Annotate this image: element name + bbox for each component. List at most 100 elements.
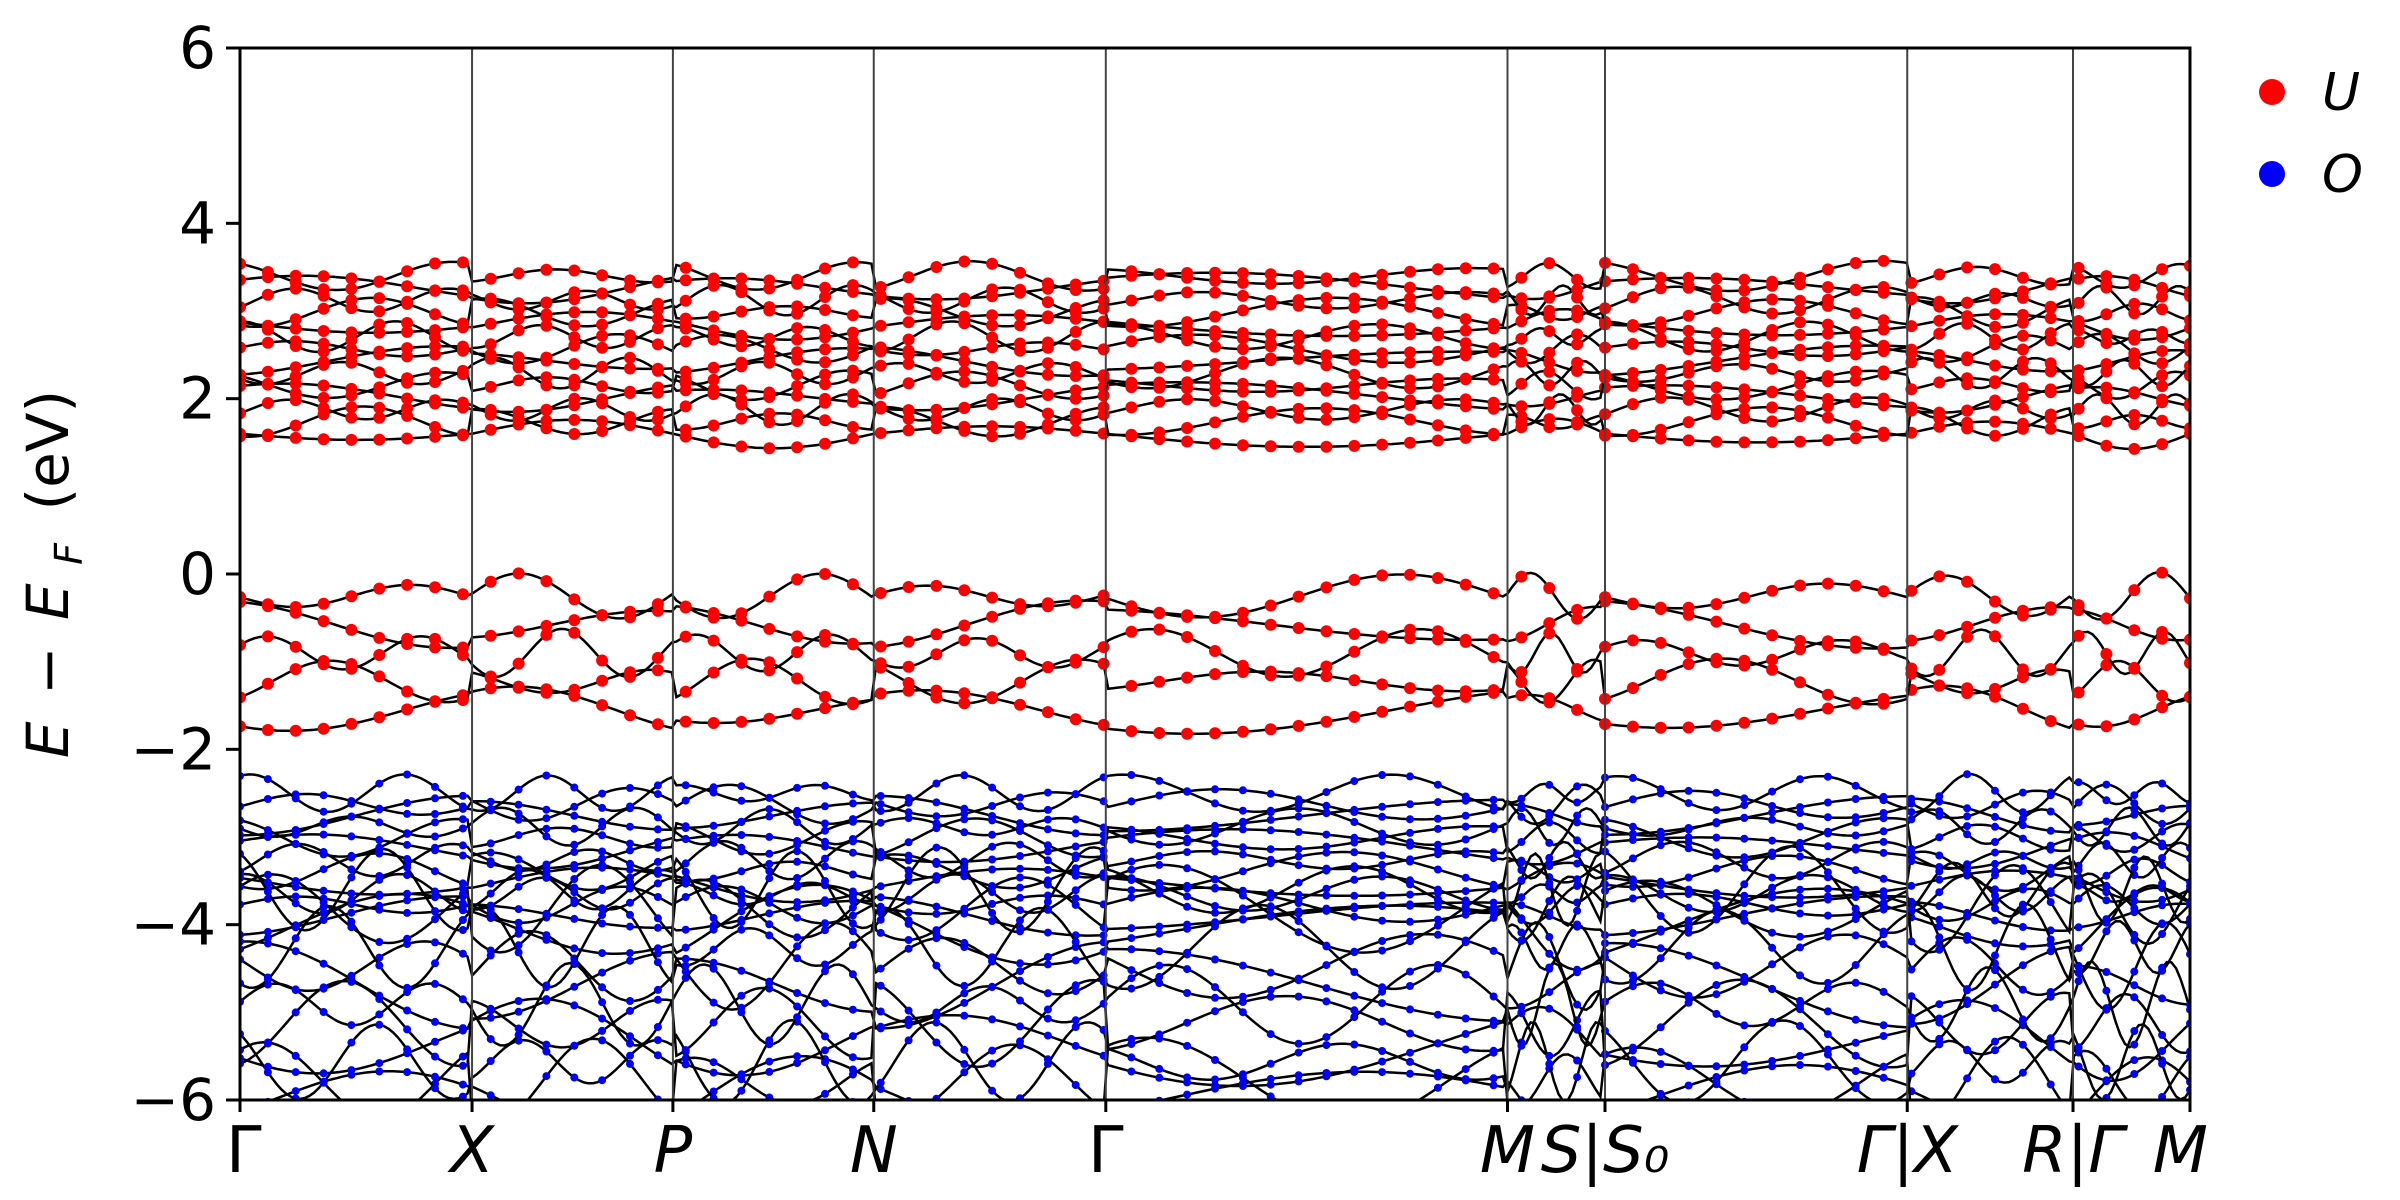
band-point [1628,822,1637,831]
band-point [848,1005,857,1014]
band-point [1768,960,1777,969]
band-point [653,813,662,822]
band-point [819,331,831,344]
band-point [874,290,887,303]
band-point [2044,278,2057,291]
band-point [514,941,523,950]
band-point [263,850,272,859]
band-point [1404,346,1416,359]
band-point [821,862,829,871]
band-point [1431,380,1444,393]
band-point [1740,909,1749,918]
band-point [1044,1126,1052,1134]
band-point [1236,615,1249,628]
band-point [1545,812,1554,821]
band-point [1794,294,1806,307]
band-point [1991,1004,1999,1013]
band-point [1406,1029,1414,1038]
band-point [1712,889,1721,898]
band-point [1794,389,1806,402]
band-point [1877,426,1890,439]
band-point [1266,789,1275,798]
band-point [456,344,469,357]
band-point [403,863,412,872]
band-point [289,387,302,400]
band-point [1991,800,1999,809]
band-point [542,771,551,780]
band-point [568,264,581,277]
band-point [1796,899,1804,908]
band-point [1935,1040,1944,1049]
band-point [960,989,969,998]
band-point [1935,1034,1944,1043]
band-point [986,374,999,387]
band-point [1461,1075,1470,1084]
band-point [512,297,525,310]
band-point [1071,842,1080,851]
band-point [819,281,831,294]
band-point [1821,375,1834,388]
band-point [791,307,804,320]
band-point [1879,927,1888,936]
band-point [902,635,915,648]
band-point [1849,419,1862,432]
band-point [1682,390,1695,403]
band-point [1907,799,1916,808]
band-point [1794,349,1806,362]
band-point [793,840,802,849]
band-point [1543,325,1556,338]
band-point [2128,409,2141,421]
band-point [1431,307,1444,319]
band-point [1545,838,1554,847]
band-point [1654,384,1667,397]
band-point [1376,630,1389,643]
band-point [1933,679,1946,692]
band-point [403,1006,412,1015]
band-point [458,815,467,824]
band-point [1710,272,1723,285]
band-point [1712,915,1721,923]
band-point [1656,1060,1665,1068]
band-point [540,296,553,309]
band-point [848,1032,857,1041]
band-point [514,905,523,914]
band-point [1991,916,1999,925]
band-point [570,982,579,991]
band-point [1933,355,1946,368]
band-point [1877,314,1890,327]
band-point [1489,1046,1498,1055]
band-point [1292,352,1305,365]
band-point [1294,928,1303,937]
band-point [345,282,358,295]
band-point [289,322,302,335]
band-point [1963,866,1972,874]
band-point [2130,810,2139,819]
band-point [1155,922,1164,931]
band-point [1378,1047,1387,1055]
band-point [263,927,272,936]
band-point [958,312,971,325]
band-point [263,975,272,984]
band-point [596,360,609,373]
band-point [1097,657,1110,670]
band-point [2074,894,2083,903]
band-point [1489,992,1498,1001]
band-point [679,274,692,287]
band-point [1823,772,1832,781]
band-point [1127,771,1136,779]
band-point [291,794,300,803]
band-point [681,943,690,952]
band-point [1041,418,1054,431]
band-point [403,840,412,849]
band-point [1350,991,1359,1000]
band-point [1071,854,1080,863]
band-point [1796,803,1804,812]
band-point [653,857,662,866]
band-point [1684,928,1693,937]
band-point [958,255,971,268]
band-point [1016,864,1024,873]
band-point [1684,844,1693,853]
band-point [596,415,609,428]
band-point [401,685,414,698]
band-point [1515,415,1528,428]
